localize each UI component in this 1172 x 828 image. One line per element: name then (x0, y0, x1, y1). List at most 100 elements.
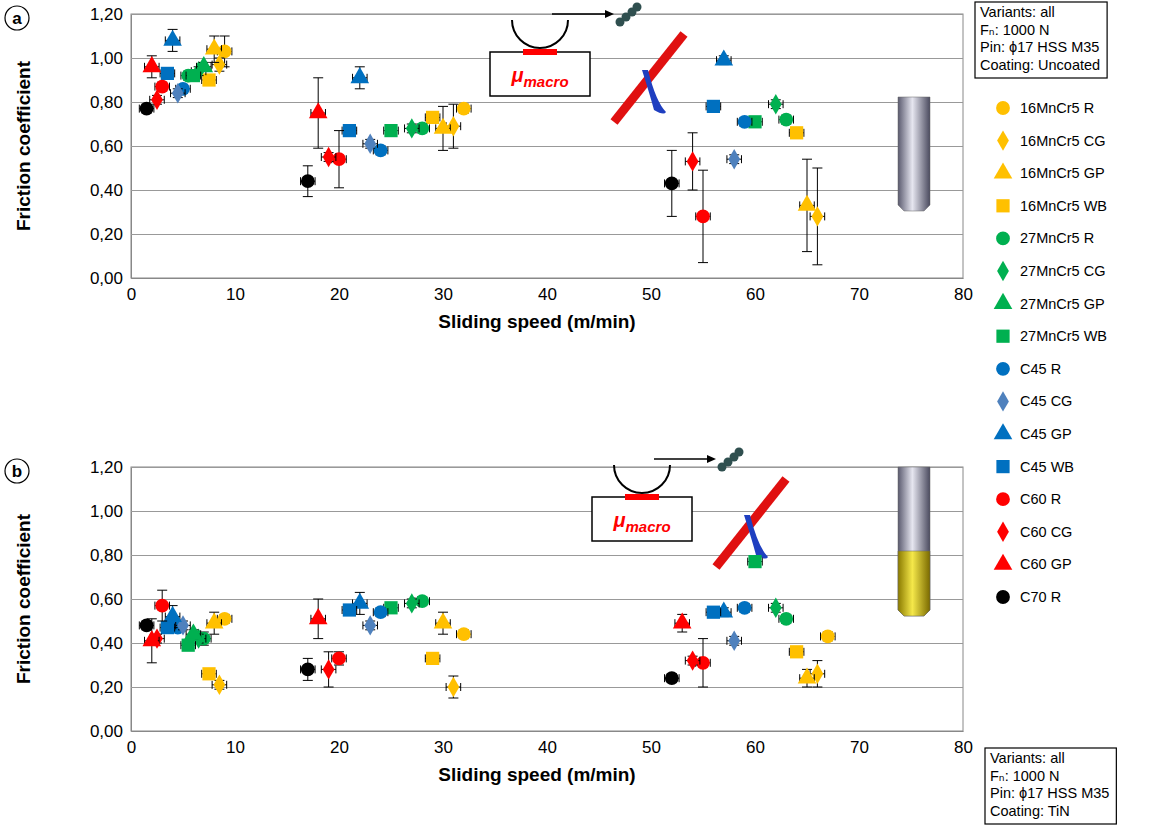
point (384, 124, 397, 137)
point (696, 656, 710, 670)
point (155, 599, 169, 613)
y-tick-label: 0,20 (90, 678, 123, 697)
legend-label: C60 GP (1020, 556, 1072, 572)
series (155, 590, 710, 687)
schematic-label: μmacro (612, 509, 670, 535)
x-tick: 80 (954, 278, 973, 304)
legend: 16MnCr5 R16MnCr5 CG16MnCr5 GP16MnCr5 WB2… (994, 100, 1107, 605)
legend-marker (996, 199, 1009, 212)
x-tick-label: 30 (434, 285, 453, 304)
point (140, 102, 154, 116)
point (738, 601, 752, 615)
x-axis-line (132, 278, 964, 279)
x-tick: 10 (226, 731, 245, 757)
series (155, 80, 710, 263)
legend-marker (996, 101, 1010, 115)
point (364, 615, 376, 635)
grid-line (131, 643, 963, 644)
legend-marker (994, 554, 1013, 570)
grid-line (131, 190, 963, 191)
figure: 0,000,200,400,600,801,001,20010203040506… (0, 0, 1172, 828)
y-tick-label: 0,00 (90, 269, 123, 288)
point (687, 650, 699, 670)
point (214, 54, 226, 74)
legend-marker (997, 130, 1009, 150)
info-box-frame (985, 748, 1116, 824)
schematic-arrowhead (605, 10, 614, 18)
x-tick: 40 (538, 278, 557, 304)
y-tick-label: 1,00 (90, 49, 123, 68)
y-tick-label: 1,20 (90, 5, 123, 24)
series (197, 594, 794, 645)
panel: 0,000,200,400,600,801,001,20010203040506… (5, 448, 1116, 825)
legend-marker (997, 522, 1009, 542)
legend-marker (997, 391, 1009, 411)
series (212, 661, 825, 698)
legend-marker (996, 231, 1010, 245)
point (350, 67, 369, 83)
schematic-block (490, 52, 590, 96)
legend-label: C45 R (1020, 361, 1061, 377)
series (150, 90, 700, 190)
x-tick-label: 60 (746, 738, 765, 757)
panel-letter: b (12, 462, 22, 481)
x-tick-label: 10 (226, 285, 245, 304)
series (139, 618, 679, 685)
grid-line (131, 511, 963, 512)
point (673, 612, 692, 628)
legend-marker (996, 362, 1010, 376)
x-tick: 30 (434, 278, 453, 304)
series (202, 73, 804, 139)
point (301, 174, 315, 188)
x-tick-label: 70 (850, 738, 869, 757)
point (779, 612, 793, 626)
x-tick-label: 0 (127, 738, 136, 757)
x-tick: 30 (434, 731, 453, 757)
x-tick-label: 20 (330, 738, 349, 757)
series (176, 615, 742, 651)
point (161, 67, 174, 80)
legend-label: C45 CG (1020, 393, 1072, 409)
plot-frame (131, 467, 963, 731)
point (457, 627, 471, 641)
point (714, 49, 733, 65)
error-bar (688, 133, 698, 190)
x-tick-label: 40 (538, 738, 557, 757)
point (728, 631, 740, 651)
y-tick-label: 0,20 (90, 225, 123, 244)
point (665, 176, 679, 190)
point (434, 612, 453, 628)
legend-marker (996, 460, 1009, 473)
info-box-frame (975, 2, 1107, 78)
series (142, 56, 327, 148)
data (139, 29, 824, 264)
x-tick-label: 80 (954, 285, 973, 304)
point (343, 124, 356, 137)
legend-label: C60 R (1020, 491, 1061, 507)
legend-label: 16MnCr5 GP (1020, 165, 1105, 181)
series (191, 593, 783, 649)
schematic-ball (512, 20, 568, 48)
point (332, 152, 346, 166)
legend-label: 16MnCr5 CG (1020, 133, 1105, 149)
legend-marker (994, 293, 1013, 309)
legend-marker (997, 261, 1009, 281)
legend-marker (996, 492, 1010, 506)
schematic-subscript: macro (626, 518, 671, 535)
schematic-block (592, 497, 692, 541)
grid-line (131, 555, 963, 556)
x-axis: 01020304050607080 (127, 731, 973, 757)
point (332, 651, 346, 665)
error-bar (448, 676, 458, 698)
legend-label: C60 CG (1020, 524, 1072, 540)
point (798, 195, 817, 211)
info-line: Fₙ: 1000 N (980, 22, 1049, 38)
x-tick: 70 (850, 731, 869, 757)
x-axis: 01020304050607080 (127, 278, 973, 304)
x-tick: 50 (642, 278, 661, 304)
series (186, 69, 762, 137)
series (171, 83, 742, 169)
point (301, 662, 315, 676)
point (343, 603, 356, 616)
y-tick: 0,60 (90, 590, 963, 609)
